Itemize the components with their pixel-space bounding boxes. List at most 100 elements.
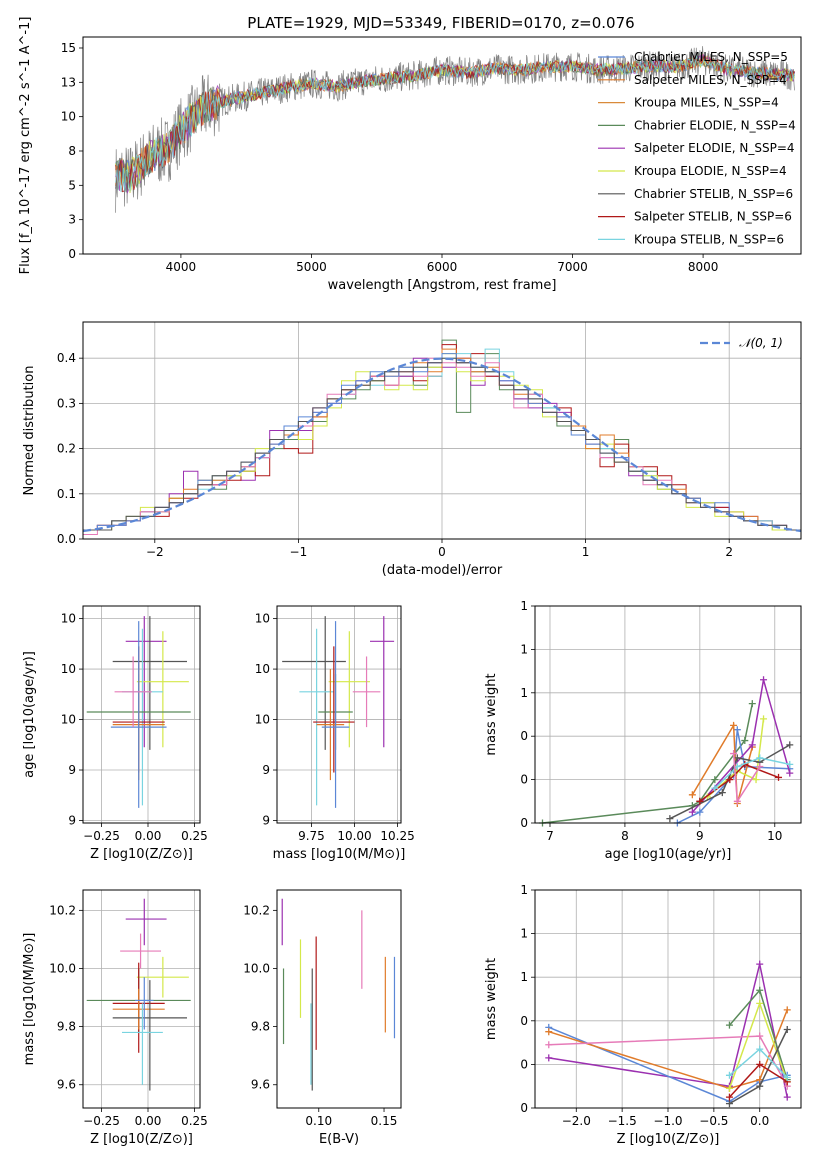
x-tick-label: 9 bbox=[696, 829, 704, 843]
y-tick-label: 13 bbox=[61, 75, 76, 89]
x-axis-label: Z [log10(Z/Z⊙)] bbox=[90, 1132, 193, 1147]
y-tick-label: 10 bbox=[61, 662, 76, 676]
x-axis-label: age [log10(age/yr)] bbox=[605, 847, 732, 862]
axes-spectrum: 4000 5000 6000 7000 8000 0 3 5 8 10 13 15 bbox=[61, 41, 719, 274]
y-tick-label: 9.8 bbox=[251, 1020, 270, 1034]
axes-frame bbox=[82, 889, 201, 1109]
axes-frame bbox=[534, 605, 802, 824]
weight-marker bbox=[696, 797, 704, 805]
y-tick-label: 0 bbox=[68, 247, 76, 261]
age-vs-mass-points bbox=[282, 616, 395, 808]
page-title: PLATE=1929, MJD=53349, FIBERID=0170, z=0… bbox=[247, 14, 634, 32]
axes-age-vs-z: −0.25 0.00 0.25 9 9 10 10 10 bbox=[61, 606, 208, 843]
weight-marker bbox=[718, 789, 726, 797]
weight-marker bbox=[756, 763, 764, 771]
x-tick-label: 0.25 bbox=[181, 829, 208, 843]
y-axis-label: mass [log10(M/M⊙)] bbox=[22, 933, 37, 1066]
weight-marker bbox=[783, 1093, 791, 1101]
x-tick-label: −1.5 bbox=[608, 1114, 637, 1128]
weight-marker bbox=[756, 960, 764, 968]
weight-marker bbox=[783, 1026, 791, 1034]
weight-marker bbox=[756, 1032, 764, 1040]
weight-marker bbox=[730, 750, 738, 758]
weight-marker bbox=[786, 741, 794, 749]
y-tick-label: 10 bbox=[255, 662, 270, 676]
x-tick-label: 2 bbox=[725, 545, 733, 559]
weight-marker bbox=[786, 769, 794, 777]
x-tick-label: 5000 bbox=[296, 260, 327, 274]
legend-label: Salpeter ELODIE, N_SSP=4 bbox=[634, 141, 795, 155]
residuals-legend: 𝒩(0, 1) bbox=[700, 336, 783, 350]
axes-residuals: −2 −1 0 1 2 0.0 0.1 0.2 0.3 0.4 bbox=[57, 322, 801, 559]
axes-frame bbox=[276, 889, 402, 1109]
weight-marker bbox=[725, 1100, 733, 1108]
y-tick-label: 9.8 bbox=[57, 1020, 76, 1034]
x-tick-label: 10 bbox=[767, 829, 782, 843]
x-tick-label: 10.25 bbox=[380, 829, 414, 843]
y-tick-label: 0.3 bbox=[57, 396, 76, 410]
weight-marker bbox=[545, 1028, 553, 1036]
axes-mass-vs-ebv: 0.10 0.15 9.6 9.8 10.0 10.2 bbox=[243, 903, 397, 1128]
legend-label: Chabrier MILES, N_SSP=5 bbox=[634, 50, 788, 64]
legend-label: Kroupa STELIB, N_SSP=6 bbox=[634, 232, 784, 246]
x-tick-label: −1 bbox=[290, 545, 308, 559]
axes-weight-vs-age: 7 8 9 10 0 0 0 1 1 1 bbox=[520, 599, 801, 843]
x-axis-label: Z [log10(Z/Z⊙)] bbox=[617, 1132, 720, 1147]
x-tick-label: 0 bbox=[438, 545, 446, 559]
y-tick-label: 10 bbox=[61, 612, 76, 626]
y-tick-label: 10.0 bbox=[49, 961, 76, 975]
x-tick-label: −2 bbox=[146, 545, 164, 559]
y-tick-label: 0.0 bbox=[57, 532, 76, 546]
axes-frame bbox=[82, 605, 201, 824]
x-axis-label: mass [log10(M/M⊙)] bbox=[273, 847, 406, 862]
weight-marker bbox=[748, 741, 756, 749]
x-axis-label: Z [log10(Z/Z⊙)] bbox=[90, 847, 193, 862]
age-vs-z-points bbox=[86, 616, 191, 808]
y-tick-label: 10.2 bbox=[243, 903, 270, 917]
y-tick-label: 1 bbox=[520, 599, 528, 613]
y-tick-label: 9 bbox=[262, 763, 270, 777]
residuals-plot bbox=[83, 339, 801, 535]
weight-marker bbox=[741, 737, 749, 745]
weight-series-line bbox=[706, 718, 765, 798]
legend-label: Chabrier ELODIE, N_SSP=4 bbox=[634, 118, 796, 132]
gaussian-curve bbox=[83, 357, 801, 533]
spectrum-plot bbox=[115, 46, 795, 213]
y-axis-label: Flux [f_λ 10^-17 erg cm^-2 s^-1 A^-1] bbox=[18, 17, 33, 275]
weight-marker bbox=[666, 815, 674, 823]
legend-label: Chabrier STELIB, N_SSP=6 bbox=[634, 187, 793, 201]
spectrum-legend: Chabrier MILES, N_SSP=5 Salpeter MILES, N… bbox=[598, 50, 796, 246]
x-tick-label: 4000 bbox=[166, 260, 197, 274]
x-tick-label: 8000 bbox=[688, 260, 719, 274]
y-tick-label: 0 bbox=[520, 729, 528, 743]
y-tick-label: 9 bbox=[68, 813, 76, 827]
y-tick-label: 5 bbox=[68, 178, 76, 192]
x-tick-label: 1 bbox=[582, 545, 590, 559]
y-tick-label: 0 bbox=[520, 773, 528, 787]
y-tick-label: 0.2 bbox=[57, 442, 76, 456]
weight-series-line bbox=[691, 679, 791, 813]
x-tick-label: 9.75 bbox=[298, 829, 325, 843]
x-tick-label: 0.25 bbox=[181, 1114, 208, 1128]
axes-mass-vs-z: −0.25 0.00 0.25 9.6 9.8 10.0 10.2 bbox=[49, 890, 208, 1128]
y-tick-label: 3 bbox=[68, 213, 76, 227]
weight-marker bbox=[696, 808, 704, 816]
weight-marker bbox=[733, 754, 741, 762]
weight-series-line bbox=[542, 703, 754, 824]
weight-marker bbox=[725, 1093, 733, 1101]
weight-vs-z-lines bbox=[545, 960, 791, 1108]
y-tick-label: 0 bbox=[520, 1057, 528, 1071]
y-tick-label: 10 bbox=[61, 110, 76, 124]
weight-marker bbox=[730, 721, 738, 729]
x-tick-label: 7 bbox=[546, 829, 554, 843]
legend-label: 𝒩(0, 1) bbox=[739, 336, 783, 350]
x-tick-label: −0.5 bbox=[699, 1114, 728, 1128]
y-tick-label: 15 bbox=[61, 41, 76, 55]
legend-label: Salpeter MILES, N_SSP=4 bbox=[634, 73, 787, 87]
weight-marker bbox=[752, 776, 760, 784]
y-tick-label: 9.6 bbox=[251, 1078, 270, 1092]
mass-vs-z-points bbox=[86, 898, 191, 1091]
weight-marker bbox=[545, 1041, 553, 1049]
weight-marker bbox=[783, 1073, 791, 1081]
y-tick-label: 0 bbox=[520, 1014, 528, 1028]
